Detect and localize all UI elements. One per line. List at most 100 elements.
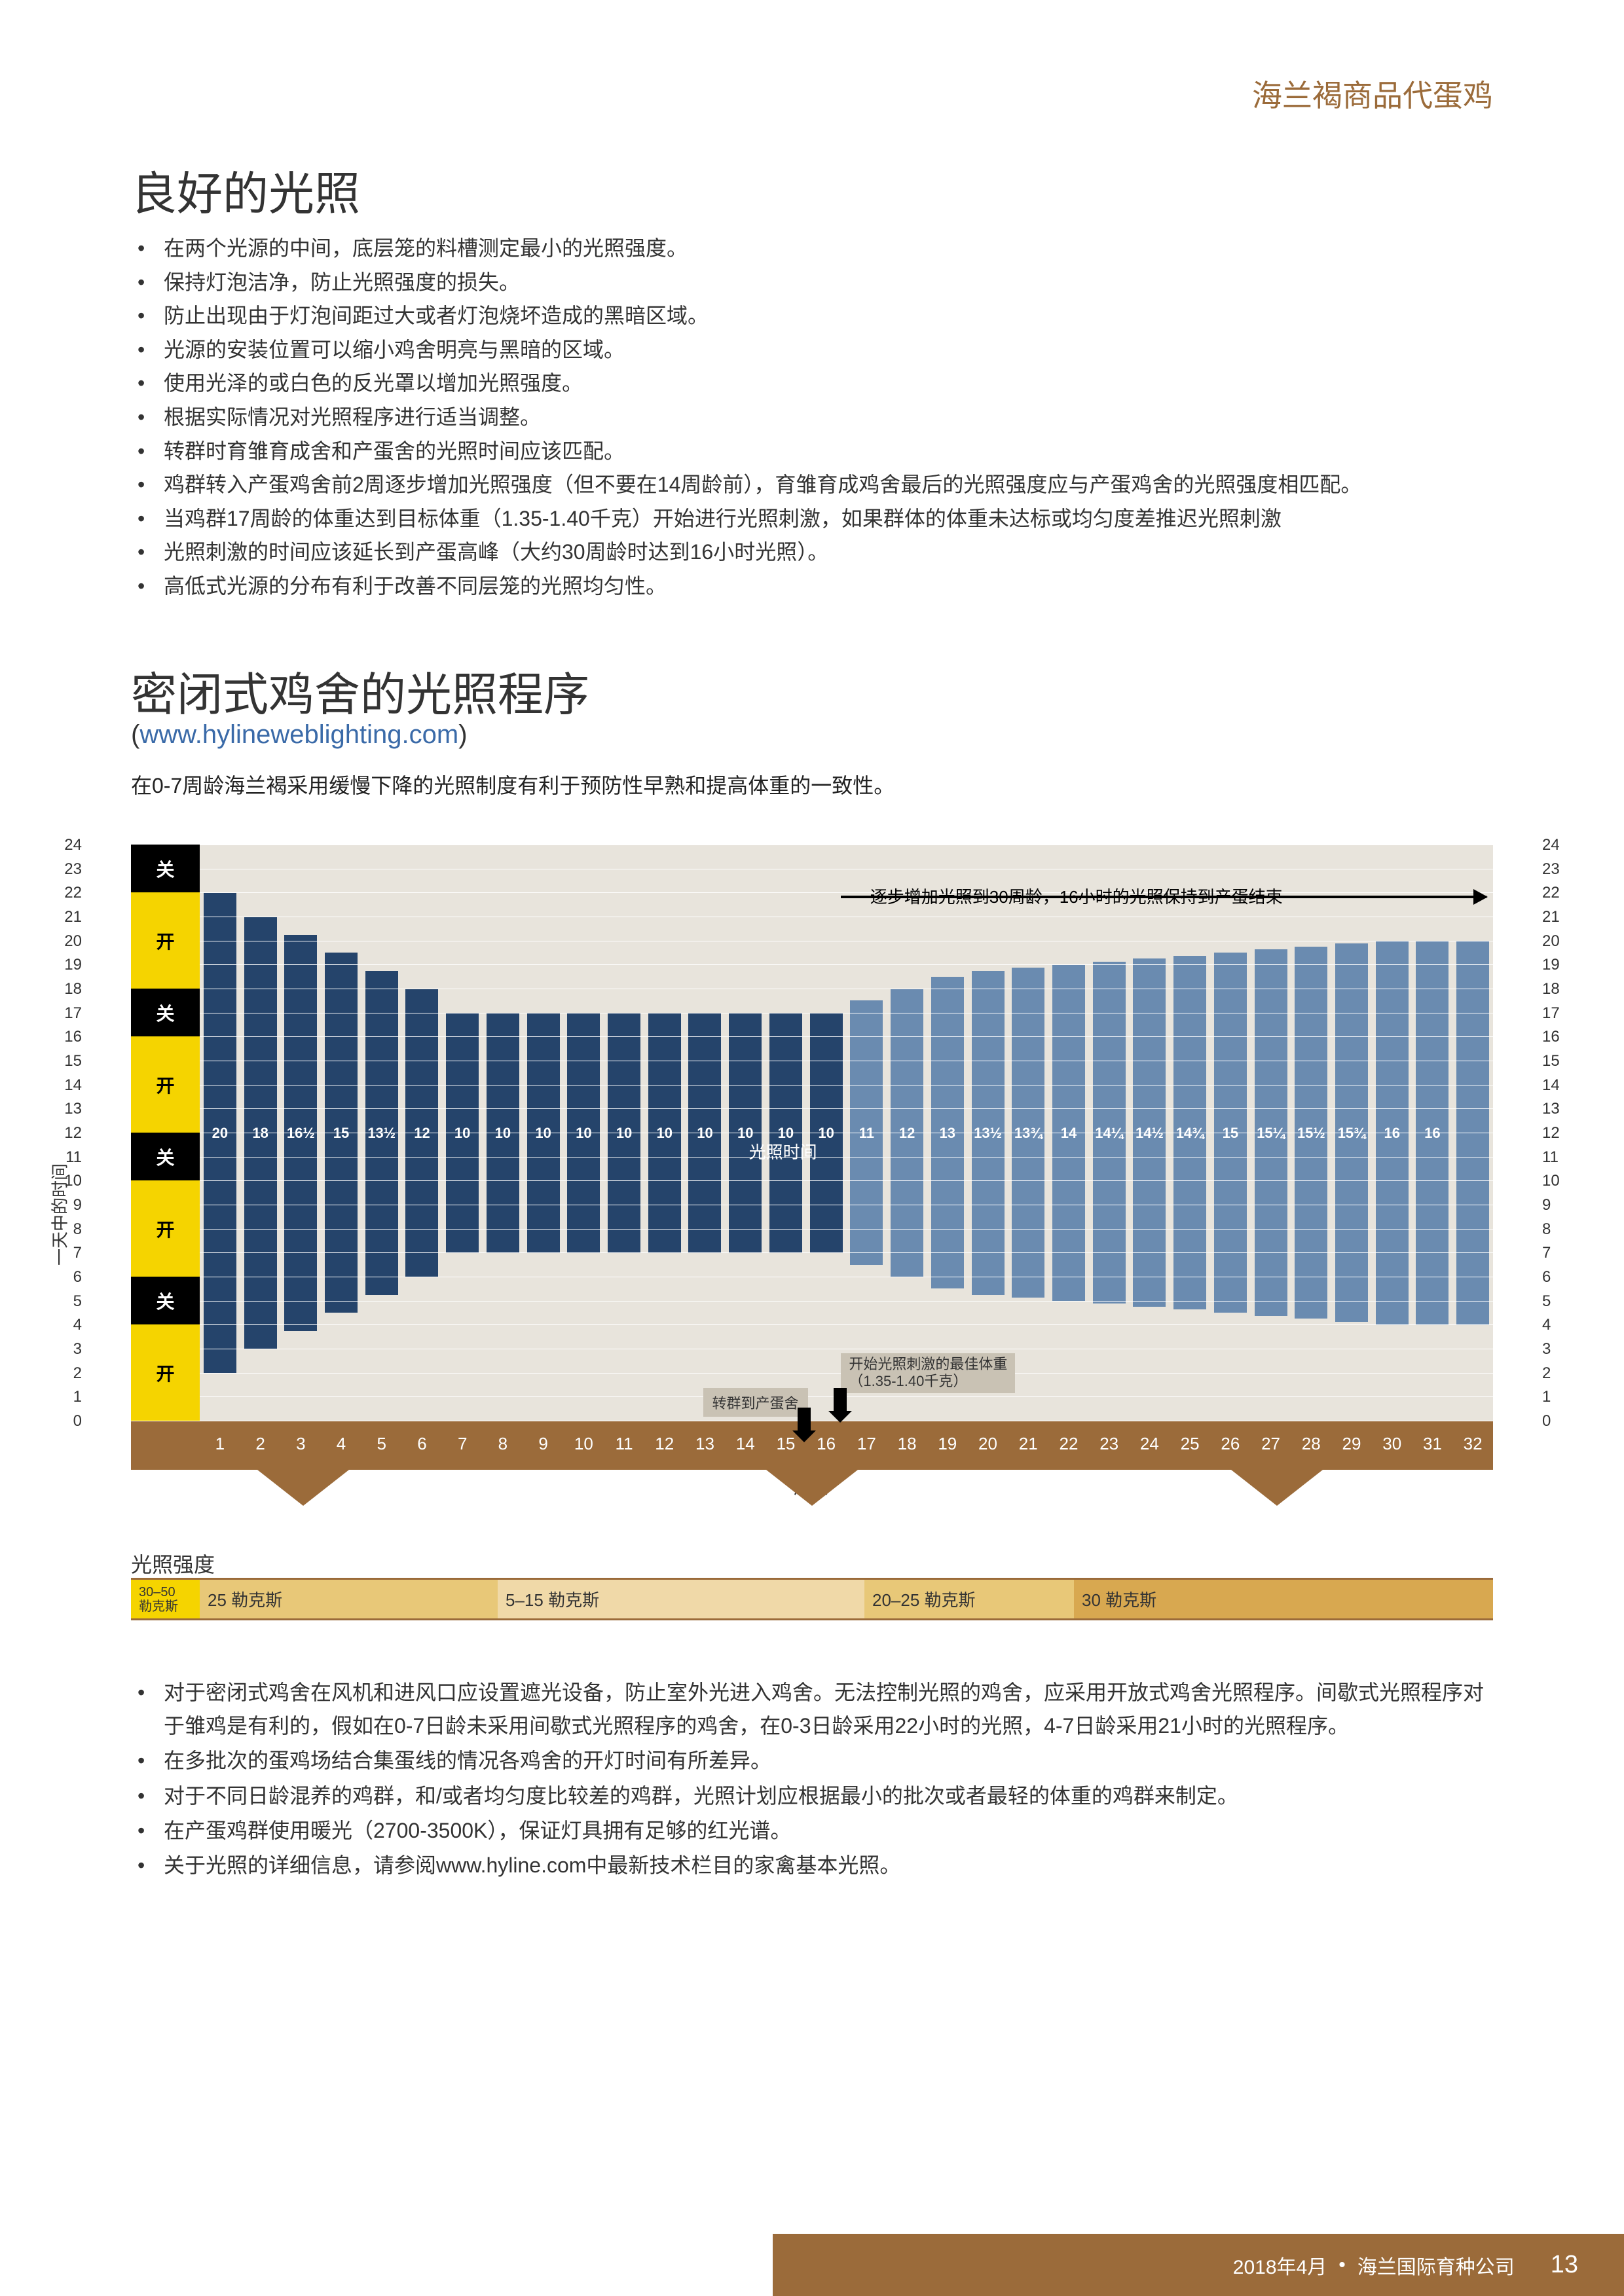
grid-line: [131, 1324, 1493, 1325]
bullet-item: 在多批次的蛋鸡场结合集蛋线的情况各鸡舍的开灯时间有所差异。: [131, 1744, 1493, 1777]
bar: 15¾: [1335, 845, 1368, 1421]
y-tick-right: 14: [1542, 1076, 1578, 1095]
bullet-item: 当鸡群17周龄的体重达到目标体重（1.35-1.40千克）开始进行光照刺激，如果…: [131, 503, 1493, 536]
stimulation-annotation: 开始光照刺激的最佳体重 （1.35-1.40千克）: [841, 1353, 1015, 1393]
intensity-seg-d: 20–25 勒克斯: [864, 1580, 1074, 1618]
transfer-arrow: [798, 1408, 811, 1430]
bar-label: 15½: [1295, 1125, 1327, 1142]
x-tick: 2: [255, 1434, 265, 1454]
bullet-item: 保持灯泡洁净，防止光照强度的损失。: [131, 266, 1493, 299]
stim-arrow: [834, 1388, 847, 1411]
grid-line: [131, 1301, 1493, 1302]
bar-label: 10: [688, 1125, 721, 1142]
bar: 10: [688, 845, 721, 1421]
on-off-segment: 开: [131, 1324, 200, 1421]
y-tick-right: 21: [1542, 908, 1578, 926]
bar-label: 13¾: [1012, 1125, 1044, 1142]
stim-line1: 开始光照刺激的最佳体重: [849, 1356, 1007, 1373]
x-tick: 9: [538, 1434, 547, 1454]
bar: 15½: [1295, 845, 1327, 1421]
intensity-seg-b: 25 勒克斯: [200, 1580, 498, 1618]
bar-label: 18: [244, 1125, 277, 1142]
on-off-segment: 关: [131, 845, 200, 892]
bullet-item: 根据实际情况对光照程序进行适当调整。: [131, 401, 1493, 434]
y-tick: 16: [46, 1028, 82, 1046]
y-tick-right: 0: [1542, 1412, 1578, 1430]
y-tick: 12: [46, 1124, 82, 1142]
paren-close: ): [458, 720, 467, 749]
bar: 12: [891, 845, 923, 1421]
bar: 16: [1376, 845, 1409, 1421]
x-tick: 12: [655, 1434, 674, 1454]
bar: 20: [204, 845, 236, 1421]
x-tick: 1: [215, 1434, 225, 1454]
y-tick-right: 18: [1542, 980, 1578, 998]
x-tick: 4: [337, 1434, 346, 1454]
bar: 14¼: [1093, 845, 1126, 1421]
x-tick: 23: [1099, 1434, 1118, 1454]
y-tick-right: 5: [1542, 1292, 1578, 1311]
x-tick: 25: [1181, 1434, 1200, 1454]
y-tick: 3: [46, 1340, 82, 1358]
y-tick-right: 22: [1542, 884, 1578, 902]
bullet-item: 防止出现由于灯泡间距过大或者灯泡烧坏造成的黑暗区域。: [131, 300, 1493, 333]
y-tick-right: 23: [1542, 860, 1578, 879]
x-tick: 10: [574, 1434, 593, 1454]
y-tick: 2: [46, 1364, 82, 1383]
bar: 13½: [365, 845, 398, 1421]
bar-label: 15: [325, 1125, 358, 1142]
down-triangle-icon: [1231, 1470, 1323, 1506]
y-tick: 1: [46, 1388, 82, 1406]
grid-line: [131, 892, 1493, 893]
bar-label: 10: [567, 1125, 600, 1142]
grid-line: [131, 964, 1493, 965]
y-tick-right: 15: [1542, 1052, 1578, 1070]
intensity-seg-c: 5–15 勒克斯: [498, 1580, 864, 1618]
bar: 10: [810, 845, 843, 1421]
bar: 10: [648, 845, 681, 1421]
grid-line: [131, 1036, 1493, 1037]
y-tick: 23: [46, 860, 82, 879]
y-tick-right: 11: [1542, 1148, 1578, 1167]
bullet-item: 转群时育雏育成舍和产蛋舍的光照时间应该匹配。: [131, 435, 1493, 468]
left-on-off-stack: 关开关开关开关开: [131, 845, 200, 1421]
on-off-segment: 开: [131, 1036, 200, 1133]
grid-line: [131, 1396, 1493, 1397]
bar: 14½: [1133, 845, 1166, 1421]
intensity-title: 光照强度: [131, 1548, 215, 1578]
top-annotation: 逐步增加光照到30周龄，16小时的光照保持到产蛋结束: [870, 884, 1283, 908]
bottom-bullets: 对于密闭式鸡舍在风机和进风口应设置遮光设备，防止室外光进入鸡舍。无法控制光照的鸡…: [131, 1676, 1493, 1884]
bar-label: 10: [446, 1125, 479, 1142]
y-tick: 6: [46, 1268, 82, 1286]
x-tick: 20: [978, 1434, 997, 1454]
bar-label: 14¾: [1173, 1125, 1206, 1142]
bar: 13¾: [1012, 845, 1044, 1421]
y-tick-right: 20: [1542, 932, 1578, 951]
bar-label: 15¼: [1255, 1125, 1287, 1142]
y-tick: 10: [46, 1172, 82, 1190]
down-triangle-icon: [257, 1470, 349, 1506]
intensity-row: 30–50 勒克斯 25 勒克斯 5–15 勒克斯 20–25 勒克斯 30 勒…: [131, 1578, 1493, 1620]
grid-line: [131, 1373, 1493, 1374]
intensity-seg-a: 30–50 勒克斯: [131, 1580, 200, 1618]
y-tick-right: 19: [1542, 956, 1578, 974]
bullet-item: 对于密闭式鸡舍在风机和进风口应设置遮光设备，防止室外光进入鸡舍。无法控制光照的鸡…: [131, 1676, 1493, 1743]
bar: 14: [1052, 845, 1085, 1421]
y-tick: 17: [46, 1004, 82, 1023]
on-off-segment: 关: [131, 1133, 200, 1180]
y-tick: 5: [46, 1292, 82, 1311]
bar-label: 12: [405, 1125, 438, 1142]
grid-line: [131, 1180, 1493, 1181]
x-tick: 14: [736, 1434, 755, 1454]
bullet-item: 鸡群转入产蛋鸡舍前2周逐步增加光照强度（但不要在14周龄前），育雏育成鸡舍最后的…: [131, 469, 1493, 501]
bar: 12: [405, 845, 438, 1421]
bar-label: 16½: [284, 1125, 317, 1142]
bar-label: 15¾: [1335, 1125, 1368, 1142]
y-tick-right: 9: [1542, 1196, 1578, 1214]
grid-line: [131, 1252, 1493, 1253]
x-tick: 3: [296, 1434, 305, 1454]
y-tick-right: 3: [1542, 1340, 1578, 1358]
y-tick-right: 1: [1542, 1388, 1578, 1406]
y-tick: 7: [46, 1244, 82, 1262]
link-text[interactable]: www.hylineweblighting.com: [139, 720, 458, 749]
